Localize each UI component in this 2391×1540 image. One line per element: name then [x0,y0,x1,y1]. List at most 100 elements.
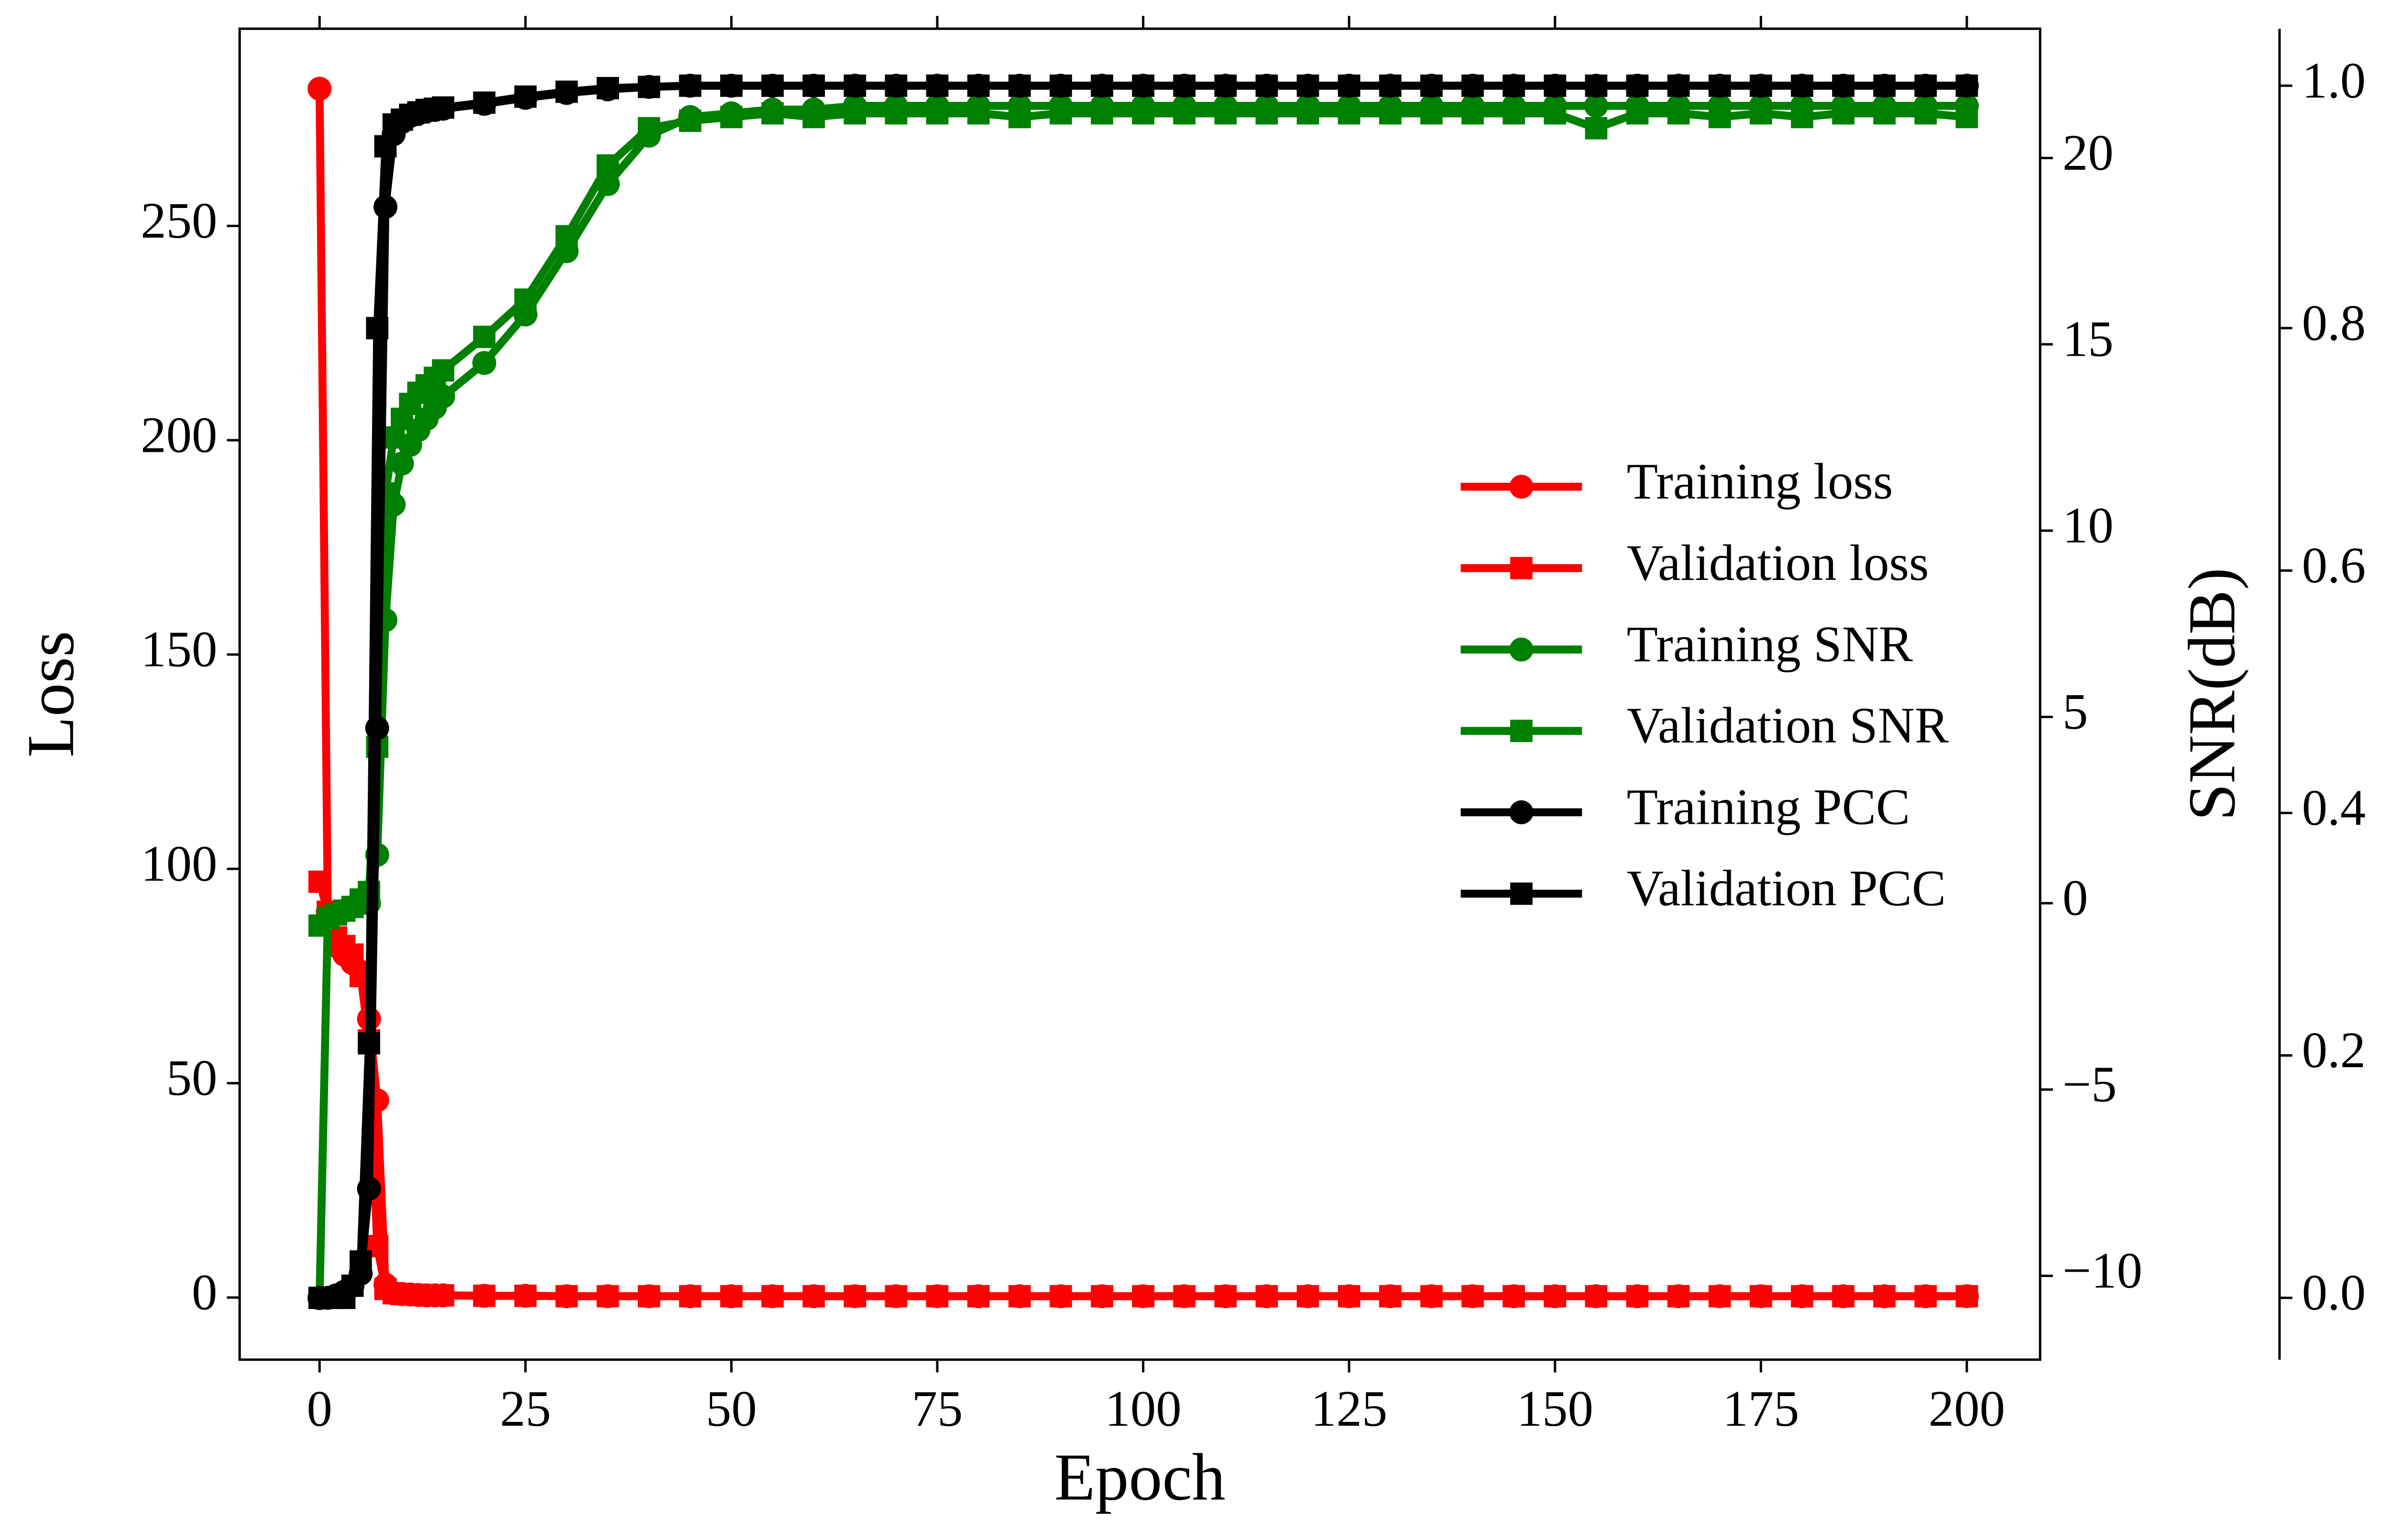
data-point [967,102,990,125]
data-point [1832,102,1854,125]
data-point [637,76,660,98]
data-point [1091,74,1113,97]
data-point [720,1285,743,1308]
data-point [885,74,908,97]
data-point [967,74,990,97]
data-point [1008,1285,1031,1308]
data-point [1173,102,1196,125]
data-point [1420,74,1443,97]
legend-label: Training SNR [1627,616,1913,673]
data-point [1132,102,1154,125]
data-point [596,76,619,99]
data-point [1173,1285,1196,1308]
y2ticks-label: 5 [2062,684,2088,740]
data-point [473,1284,496,1307]
data-point [514,288,537,311]
data-point [1379,74,1402,97]
data-point [802,1285,825,1308]
y3ticks-label: 1.0 [2302,53,2366,109]
x-tick-label: 125 [1311,1381,1387,1437]
data-point [1379,1285,1402,1308]
data-point [432,1284,454,1307]
yticks-label: 100 [141,836,217,892]
y2ticks-label: −5 [2062,1056,2117,1113]
data-point [1708,106,1731,129]
legend-label: Validation PCC [1627,861,1946,917]
data-point [1708,1285,1731,1308]
data-point [1255,74,1278,97]
data-point [1420,102,1443,125]
data-point [926,102,949,125]
data-point [637,1285,660,1308]
legend-label: Training loss [1627,454,1893,510]
x-tick-label: 200 [1929,1381,2005,1437]
data-point [473,326,496,348]
data-point [390,451,414,476]
data-point [1338,74,1360,97]
data-point [1091,1285,1113,1308]
data-point [926,1285,949,1308]
data-point [555,225,578,248]
data-point [472,351,496,375]
data-point [1338,102,1360,125]
data-point [1132,1285,1154,1308]
data-point [1914,102,1937,125]
data-point [761,102,784,125]
data-point [1832,1285,1854,1308]
data-point [1667,102,1690,125]
data-point [514,1284,537,1307]
data-point [1338,1285,1360,1308]
legend-marker [1510,720,1533,743]
x-tick-label: 150 [1517,1381,1593,1437]
data-point [432,359,454,382]
x-tick-label: 75 [912,1381,963,1437]
plot-frame [238,27,2041,1361]
data-point [637,117,660,140]
data-point [308,870,331,893]
legend-label: Validation SNR [1627,698,1949,754]
data-point [1379,102,1402,125]
y3ticks-label: 0.4 [2302,780,2366,836]
legend-marker [1510,882,1533,905]
data-point [679,74,702,97]
data-point [1955,106,1978,129]
data-point [1503,102,1525,125]
data-point [341,943,364,966]
y3ticks-label: 0.6 [2302,537,2366,594]
data-point [1296,74,1319,97]
data-point [1585,74,1608,97]
data-point [1955,1285,1978,1308]
y3ticks-label: 0.8 [2302,295,2366,351]
x-tick-label: 0 [307,1381,332,1437]
data-point [432,96,454,119]
data-point [1049,102,1072,125]
data-point [1214,74,1237,97]
data-point [1296,1285,1319,1308]
data-point [1503,74,1525,97]
data-point [1667,74,1690,97]
y2ticks-label: 15 [2062,311,2114,368]
data-point [802,106,825,129]
x-tick-label: 100 [1105,1381,1181,1437]
data-point [679,109,702,132]
data-point [1914,1285,1937,1308]
data-point [844,74,866,97]
data-point [374,135,397,158]
data-point [802,74,825,97]
data-point [1832,74,1854,97]
data-point [358,1032,380,1055]
data-point [1667,1285,1690,1308]
data-point [1544,102,1567,125]
data-point [1708,74,1731,97]
data-point [1584,94,1608,118]
data-point [1255,1285,1278,1308]
data-point [679,1285,702,1308]
data-point [1132,74,1154,97]
data-point [596,154,619,177]
legend-label: Validation loss [1627,535,1929,591]
data-point [1091,102,1113,125]
x-tick-label: 50 [706,1381,757,1437]
data-point [1873,102,1896,125]
data-point [926,74,949,97]
